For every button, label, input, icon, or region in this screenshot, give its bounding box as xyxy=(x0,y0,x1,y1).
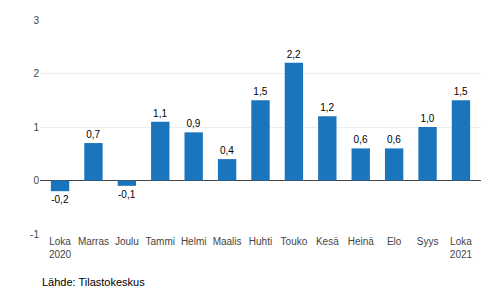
svg-text:Joulu: Joulu xyxy=(115,236,139,247)
svg-text:1,2: 1,2 xyxy=(320,102,334,113)
svg-text:Helmi: Helmi xyxy=(181,236,207,247)
svg-text:2: 2 xyxy=(33,68,39,79)
svg-text:1,5: 1,5 xyxy=(454,86,468,97)
svg-text:0,6: 0,6 xyxy=(387,134,401,145)
svg-text:3: 3 xyxy=(33,15,39,26)
svg-text:Syys: Syys xyxy=(417,236,439,247)
svg-text:Maalis: Maalis xyxy=(213,236,242,247)
svg-text:0,4: 0,4 xyxy=(220,145,234,156)
svg-text:Elo: Elo xyxy=(387,236,402,247)
svg-text:Tammi: Tammi xyxy=(146,236,175,247)
svg-text:Marras: Marras xyxy=(78,236,109,247)
svg-text:-0,1: -0,1 xyxy=(118,189,136,200)
svg-text:-0,2: -0,2 xyxy=(51,194,69,205)
svg-text:0,9: 0,9 xyxy=(187,118,201,129)
svg-text:1,1: 1,1 xyxy=(153,108,167,119)
svg-text:0: 0 xyxy=(33,175,39,186)
svg-text:1,5: 1,5 xyxy=(253,86,267,97)
svg-text:1: 1 xyxy=(33,122,39,133)
svg-text:Heinä: Heinä xyxy=(348,236,375,247)
svg-text:1,0: 1,0 xyxy=(420,113,434,124)
svg-text:Huhti: Huhti xyxy=(249,236,272,247)
svg-text:Touko: Touko xyxy=(281,236,308,247)
svg-text:Loka2020: Loka2020 xyxy=(49,236,72,260)
svg-text:Kesä: Kesä xyxy=(316,236,339,247)
svg-text:0,7: 0,7 xyxy=(86,129,100,140)
svg-text:Lähde: Tilastokeskus: Lähde: Tilastokeskus xyxy=(42,276,145,288)
svg-text:2,2: 2,2 xyxy=(287,49,301,60)
svg-text:Loka2021: Loka2021 xyxy=(450,236,473,260)
svg-text:0,6: 0,6 xyxy=(354,134,368,145)
svg-text:-1: -1 xyxy=(30,229,39,240)
